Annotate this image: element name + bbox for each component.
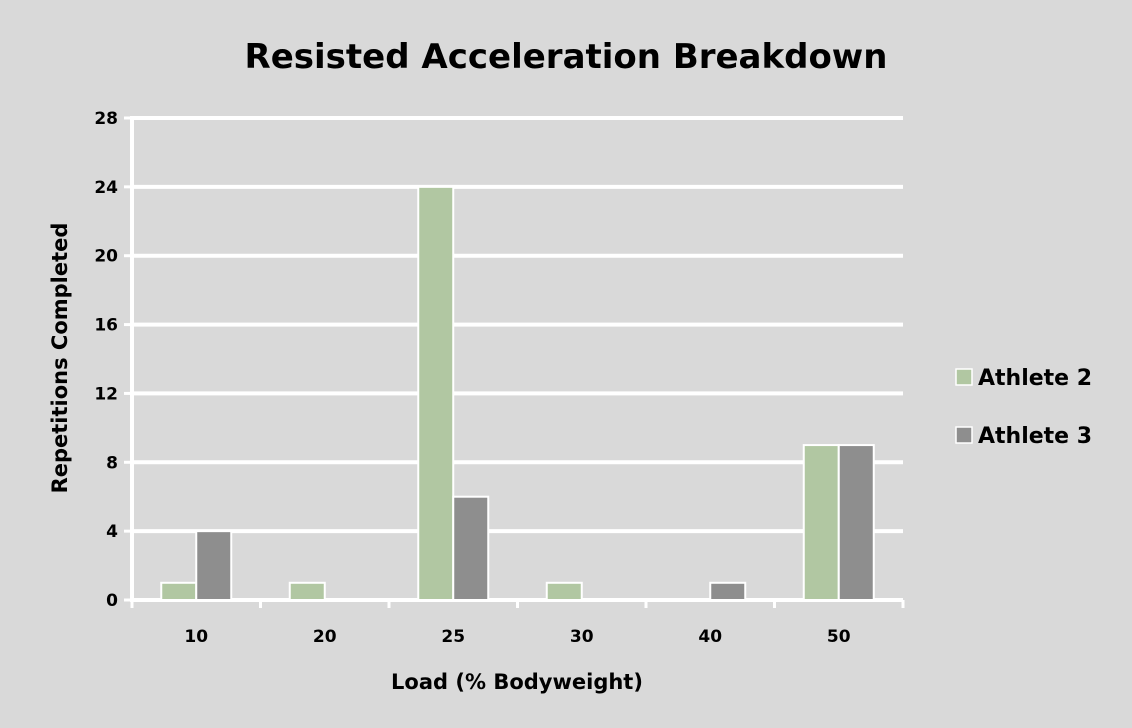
bar xyxy=(802,444,840,602)
legend-label: Athlete 2 xyxy=(978,366,1092,391)
y-axis-label: Repetitions Completed xyxy=(48,223,72,494)
x-tick-label: 40 xyxy=(698,627,722,647)
bar xyxy=(417,185,455,601)
chart-title: Resisted Acceleration Breakdown xyxy=(245,37,888,77)
y-tick-label: 12 xyxy=(94,384,118,404)
y-tick-label: 16 xyxy=(94,316,118,336)
bar xyxy=(709,581,747,601)
x-tick-label: 30 xyxy=(570,627,594,647)
y-tick-label: 28 xyxy=(94,109,118,129)
bar xyxy=(160,581,198,601)
y-tick-label: 0 xyxy=(106,591,118,611)
legend: Athlete 2 Athlete 3 xyxy=(955,366,1092,449)
legend-swatch xyxy=(955,426,973,444)
y-tick-label: 24 xyxy=(94,178,118,198)
x-tick-label: 50 xyxy=(827,627,851,647)
axes xyxy=(124,116,905,608)
y-tick-label: 8 xyxy=(106,453,118,473)
bar xyxy=(837,444,875,602)
bar xyxy=(452,495,490,602)
x-tick-label: 10 xyxy=(184,627,208,647)
legend-swatch xyxy=(955,368,973,386)
bar xyxy=(195,530,233,602)
bar xyxy=(545,581,583,601)
y-tick-label: 20 xyxy=(94,247,118,267)
y-tick-label: 4 xyxy=(106,522,118,542)
x-axis-label: Load (% Bodyweight) xyxy=(391,670,643,694)
tick-labels: 0 4 8 12 16 20 24 28 10 20 25 30 40 50 xyxy=(94,109,850,647)
gridlines xyxy=(132,116,903,534)
legend-label: Athlete 3 xyxy=(978,424,1092,449)
bar xyxy=(288,581,326,601)
x-tick-label: 25 xyxy=(441,627,465,647)
bars xyxy=(160,185,875,602)
x-tick-label: 20 xyxy=(313,627,337,647)
